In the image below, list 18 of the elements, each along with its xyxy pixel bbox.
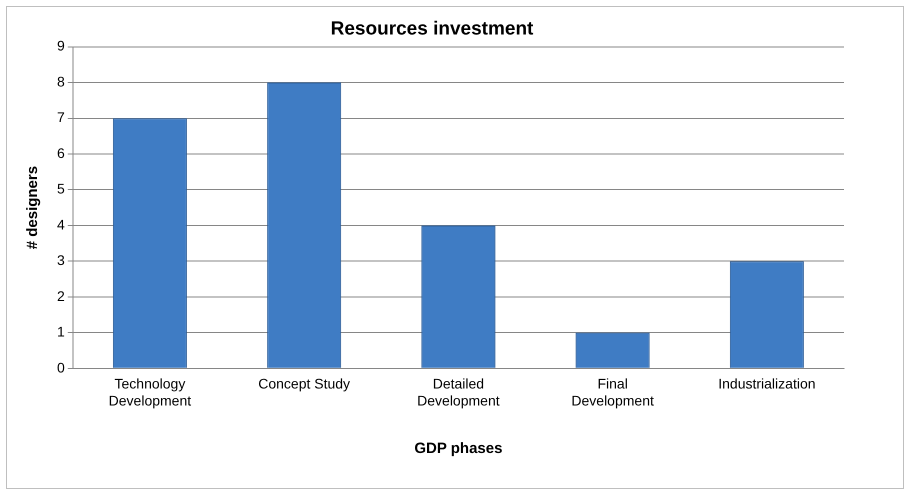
y-tick-label: 2	[56, 288, 65, 304]
x-tick-label: Technology Development	[108, 376, 192, 408]
chart-title: Resources investment	[330, 18, 534, 40]
y-tick-label: 5	[56, 180, 65, 197]
y-tick-label: 0	[56, 359, 65, 376]
y-tick-label: 9	[56, 38, 65, 54]
y-tick-label: 4	[56, 216, 65, 232]
y-tick-label: 3	[56, 252, 65, 268]
y-axis-title: # designers	[24, 166, 42, 250]
x-tick-label: Industrialization	[718, 376, 816, 392]
y-tick-label: 8	[56, 73, 65, 90]
x-axis-title: GDP phases	[414, 440, 502, 458]
y-tick-label: 1	[56, 324, 65, 340]
x-tick-label: Concept Study	[258, 376, 350, 392]
x-tick-label: Detailed Development	[417, 376, 500, 408]
x-tick-label: Final Development	[571, 376, 654, 408]
y-tick-label: 7	[56, 109, 65, 126]
y-tick-label: 6	[56, 144, 65, 161]
